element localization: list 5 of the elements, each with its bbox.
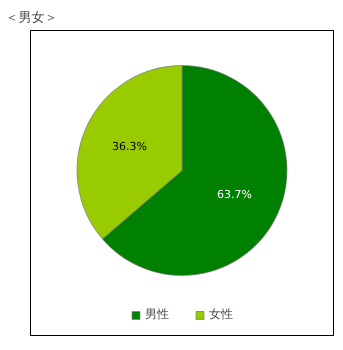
legend-label: 男性 <box>145 306 169 323</box>
data-label: 36.3% <box>112 140 148 153</box>
legend-label: 女性 <box>209 306 233 323</box>
data-label: 63.7% <box>217 188 252 202</box>
chart-title: ＜男女＞ <box>6 10 58 26</box>
